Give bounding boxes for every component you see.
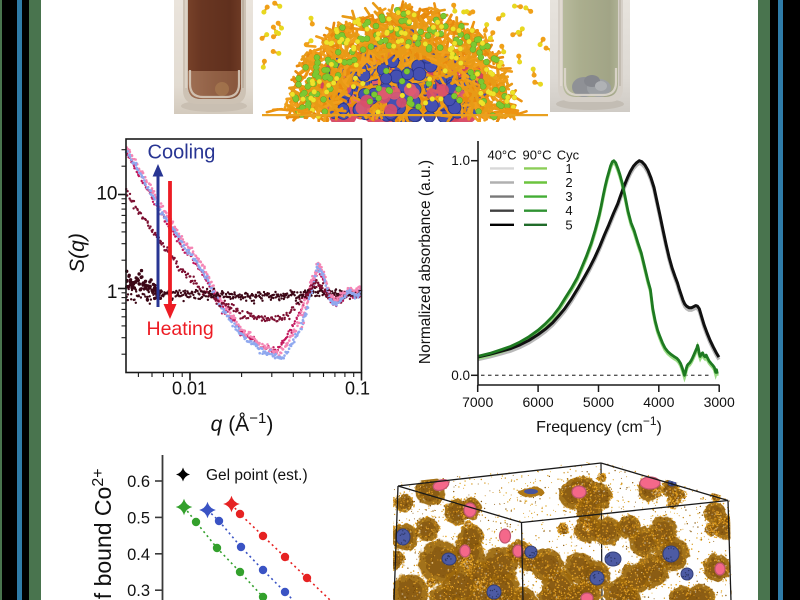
svg-text:Cooling: Cooling — [148, 142, 216, 164]
svg-text:S(q): S(q) — [66, 233, 89, 273]
svg-text:1: 1 — [107, 282, 118, 303]
svg-text:4000: 4000 — [643, 394, 674, 410]
svg-text:2: 2 — [565, 175, 572, 190]
svg-text:0.1: 0.1 — [345, 379, 370, 399]
svg-text:Heating: Heating — [147, 318, 214, 340]
svg-text:Cyc: Cyc — [557, 148, 580, 163]
svg-text:40°C: 40°C — [487, 148, 516, 163]
svg-text:Normalized absorbance (a.u.): Normalized absorbance (a.u.) — [417, 160, 434, 364]
svg-text:7000: 7000 — [462, 394, 493, 410]
svg-text:5000: 5000 — [583, 394, 614, 410]
svg-text:Frequency (cm−1): Frequency (cm−1) — [536, 414, 662, 436]
svg-text:q (Å−1): q (Å−1) — [211, 410, 274, 437]
svg-text:Gel point (est.): Gel point (est.) — [206, 467, 308, 484]
svg-text:0.0: 0.0 — [451, 368, 470, 383]
svg-text:0.4: 0.4 — [127, 546, 150, 564]
svg-text:6000: 6000 — [523, 394, 554, 410]
svg-text:3: 3 — [565, 189, 572, 204]
svg-text:0.5: 0.5 — [127, 509, 150, 527]
svg-text:5: 5 — [565, 217, 572, 232]
svg-text:1: 1 — [565, 161, 572, 176]
svg-text:0.6: 0.6 — [127, 473, 150, 491]
svg-text:1.0: 1.0 — [451, 153, 470, 168]
svg-text:3000: 3000 — [704, 394, 735, 410]
svg-text:4: 4 — [565, 203, 572, 218]
svg-text:of bound Co2+: of bound Co2+ — [90, 468, 117, 600]
svg-text:0.01: 0.01 — [172, 379, 207, 399]
svg-text:10: 10 — [96, 184, 117, 205]
svg-text:90°C: 90°C — [522, 148, 551, 163]
svg-text:0.3: 0.3 — [127, 582, 150, 600]
